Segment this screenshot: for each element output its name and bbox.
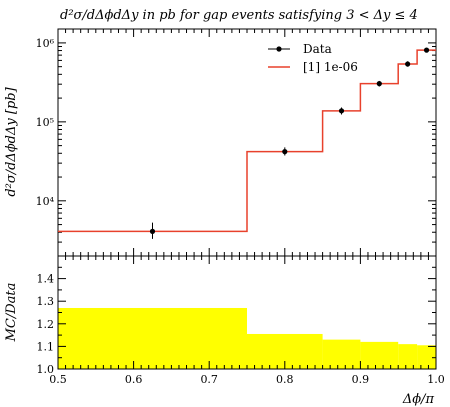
ratio-x-ticks: 0.5 0.6 0.7 0.8 0.9 1.0 (49, 29, 445, 386)
ratio-y-axis-label: MC/Data (4, 283, 19, 343)
data-point-marker (149, 228, 156, 234)
x-tick-label: 0.6 (125, 373, 143, 386)
ratio-bin (322, 339, 361, 369)
legend-data-label: Data (303, 42, 332, 56)
legend: Data [1] 1e-06 (268, 42, 358, 74)
ratio-y-tick-label: 1.3 (37, 295, 55, 308)
data-point-marker (423, 47, 430, 53)
main-y-axis-label: d²σ/dΔϕdΔy [pb] (4, 86, 19, 196)
ratio-bin (398, 344, 418, 369)
data-point (338, 107, 345, 115)
legend-mc-label: [1] 1e-06 (303, 60, 358, 74)
ratio-y-ticks: 1.0 1.1 1.2 1.3 1.4 (37, 255, 436, 376)
data-point (423, 47, 430, 53)
ratio-y-tick-label: 1.2 (37, 318, 55, 331)
legend-data-marker (276, 46, 282, 52)
main-y-ticks: 10⁴ 10⁵ 10⁶ (36, 37, 436, 257)
data-point (405, 61, 411, 67)
data-point (282, 147, 288, 156)
x-tick-label: 0.9 (352, 373, 370, 386)
main-y-tick-label: 10⁴ (36, 195, 55, 208)
ratio-panel: 1.0 1.1 1.2 1.3 1.4 0.5 0.6 0.7 0.8 0.9 1.0 MC/Da… (4, 29, 445, 407)
ratio-bin (58, 307, 247, 369)
x-axis-label: Δϕ/π (402, 392, 435, 407)
main-y-tick-label: 10⁶ (36, 37, 55, 50)
ratio-band (58, 307, 436, 369)
mc-step-path (58, 49, 436, 233)
ratio-y-tick-label: 1.0 (37, 363, 55, 376)
data-points (149, 47, 430, 239)
ratio-bin (417, 345, 436, 369)
ratio-y-tick-label: 1.4 (37, 273, 55, 286)
main-y-tick-label: 10⁵ (36, 116, 54, 129)
data-point (376, 80, 382, 87)
x-tick-label: 0.8 (276, 373, 294, 386)
main-panel: 10⁴ 10⁵ 10⁶ d²σ/dΔϕdΔy [pb] Data [1] 1e-06 (4, 28, 437, 257)
chart-title: d²σ/dΔϕdΔy in pb for gap events satisfyi… (60, 8, 418, 23)
data-point-marker (376, 81, 382, 87)
ratio-bin (360, 341, 399, 369)
data-point-marker (405, 61, 411, 67)
ratio-y-tick-label: 1.1 (37, 340, 55, 353)
data-point-marker (338, 108, 345, 114)
x-tick-label: 0.7 (200, 373, 218, 386)
data-point (149, 222, 156, 239)
x-tick-label: 1.0 (427, 373, 445, 386)
data-point-marker (282, 149, 288, 155)
mc-step-line (58, 49, 436, 233)
x-tick-label: 0.5 (49, 373, 67, 386)
